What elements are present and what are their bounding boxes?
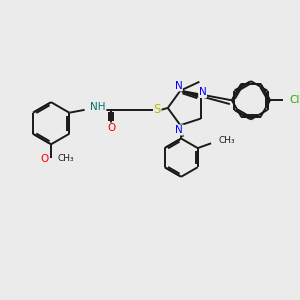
Text: N: N — [199, 88, 206, 98]
Text: NH: NH — [90, 102, 106, 112]
Text: S: S — [154, 103, 161, 116]
Text: CH₃: CH₃ — [219, 136, 236, 145]
Text: Cl: Cl — [289, 95, 300, 105]
Text: O: O — [40, 154, 48, 164]
Text: N: N — [175, 81, 182, 91]
Text: N: N — [176, 125, 183, 135]
Text: CH₃: CH₃ — [58, 154, 74, 163]
Text: O: O — [107, 123, 116, 133]
